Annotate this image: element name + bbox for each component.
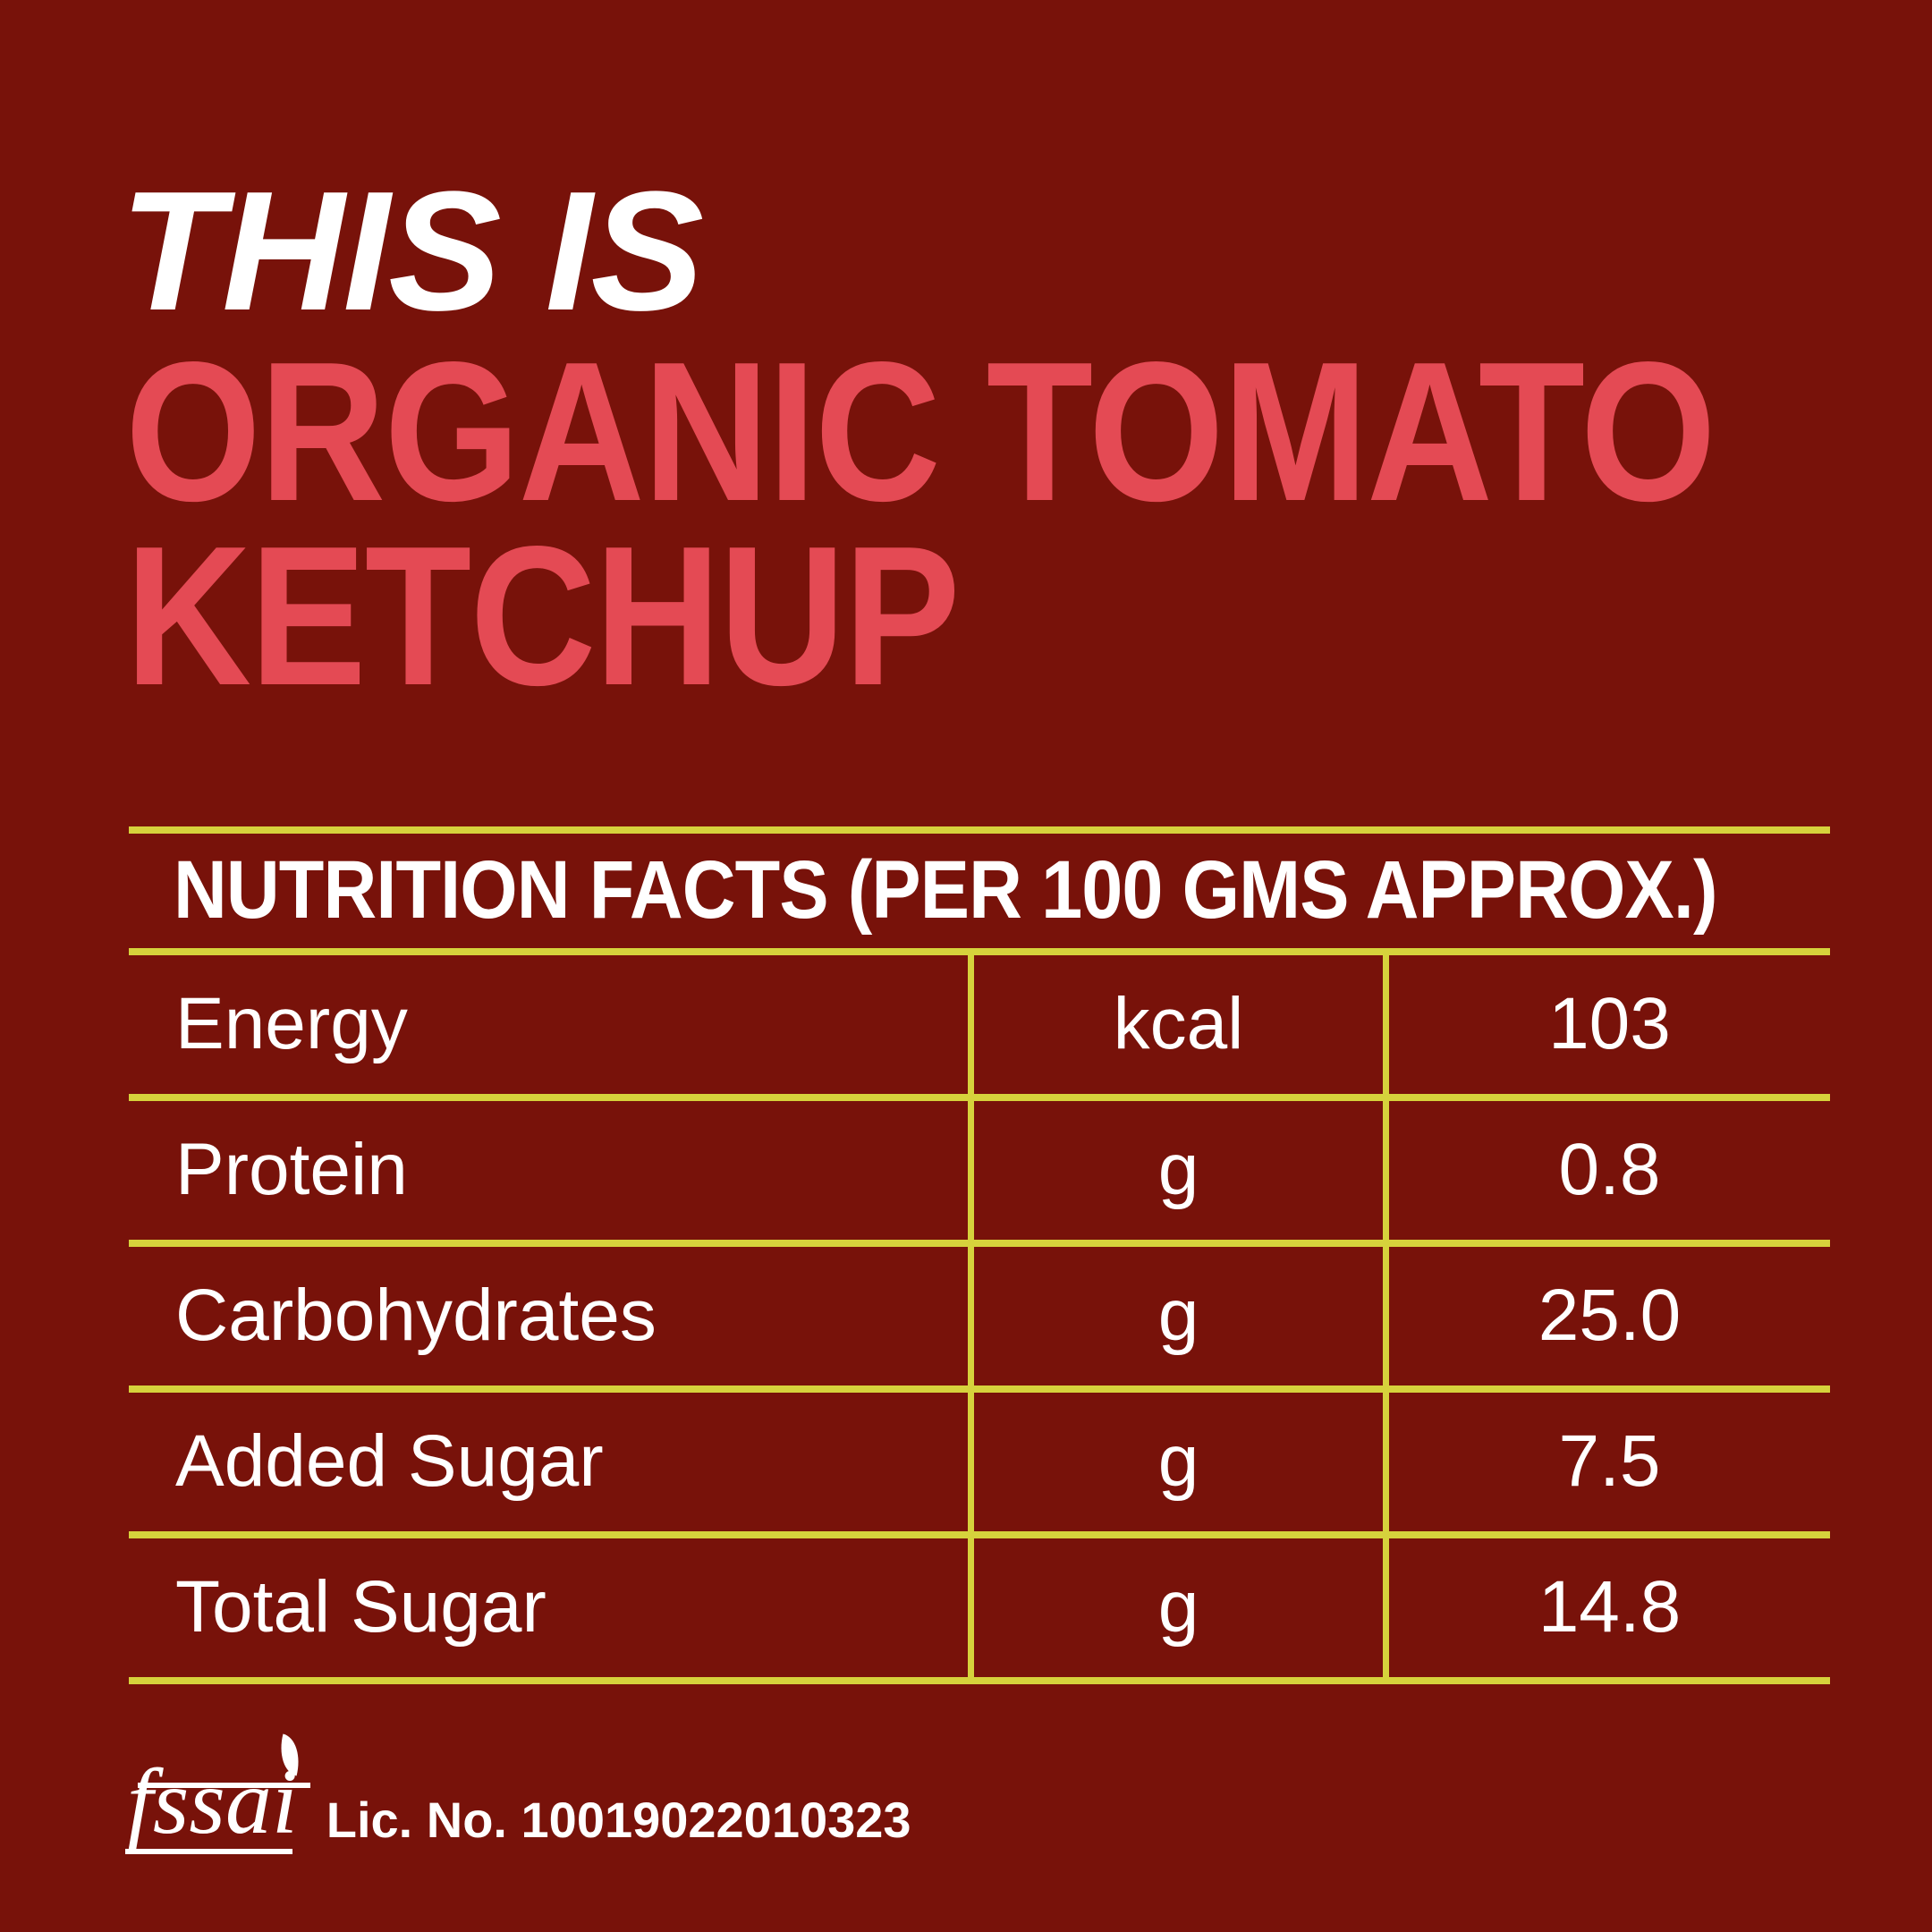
nutrition-facts-table: NUTRITION FACTS (PER 100 GMS APPROX.) En…	[129, 826, 1830, 1684]
row-value: 0.8	[1558, 1129, 1661, 1211]
fssai-logo: fssai	[125, 1733, 310, 1858]
table-row-carbohydrates: Carbohydrates g 25.0	[129, 1246, 1830, 1393]
row-unit: g	[968, 1100, 1389, 1240]
headline-this-is: THIS IS	[120, 157, 704, 346]
row-value: 103	[1548, 983, 1671, 1065]
nutrition-table-header: NUTRITION FACTS (PER 100 GMS APPROX.)	[129, 834, 1830, 955]
row-label: Carbohydrates	[175, 1275, 657, 1357]
row-unit: g	[968, 1246, 1389, 1385]
row-value: 25.0	[1538, 1275, 1682, 1357]
row-label: Total Sugar	[175, 1566, 547, 1648]
nutrition-table-title: NUTRITION FACTS (PER 100 GMS APPROX.)	[174, 844, 1718, 936]
table-row-added-sugar: Added Sugar g 7.5	[129, 1392, 1830, 1538]
product-name-line-1: ORGANIC TOMATO	[125, 321, 1716, 543]
table-row-total-sugar: Total Sugar g 14.8	[129, 1538, 1830, 1684]
fssai-logo-text: fssai	[127, 1750, 298, 1853]
row-label: Added Sugar	[175, 1420, 604, 1503]
row-label: Energy	[175, 983, 408, 1065]
row-value: 14.8	[1538, 1566, 1682, 1648]
row-unit: g	[968, 1538, 1389, 1677]
footer: fssai Lic. No. 10019022010323	[125, 1733, 1932, 1858]
row-unit: g	[968, 1392, 1389, 1531]
fssai-top-bar-decoration	[138, 1782, 310, 1788]
table-row-protein: Protein g 0.8	[129, 1100, 1830, 1247]
table-row-energy: Energy kcal 103	[129, 954, 1830, 1101]
row-unit: kcal	[968, 954, 1389, 1094]
product-name-line-2: KETCHUP	[125, 505, 961, 728]
license-number: Lic. No. 10019022010323	[326, 1791, 911, 1848]
row-label: Protein	[175, 1129, 408, 1211]
row-value: 7.5	[1558, 1420, 1661, 1503]
fssai-underline-decoration	[125, 1848, 292, 1854]
product-name: ORGANIC TOMATO KETCHUP	[125, 333, 1716, 716]
